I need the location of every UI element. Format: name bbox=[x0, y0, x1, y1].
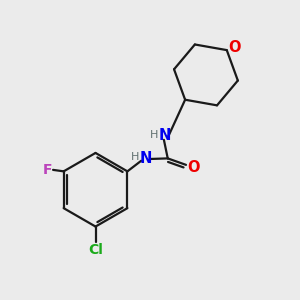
Text: O: O bbox=[187, 160, 200, 175]
Text: N: N bbox=[140, 152, 152, 166]
Text: O: O bbox=[228, 40, 240, 55]
Text: F: F bbox=[42, 163, 52, 177]
Text: H: H bbox=[150, 130, 158, 140]
Text: H: H bbox=[131, 152, 140, 162]
Text: N: N bbox=[159, 128, 171, 143]
Text: Cl: Cl bbox=[88, 243, 103, 257]
